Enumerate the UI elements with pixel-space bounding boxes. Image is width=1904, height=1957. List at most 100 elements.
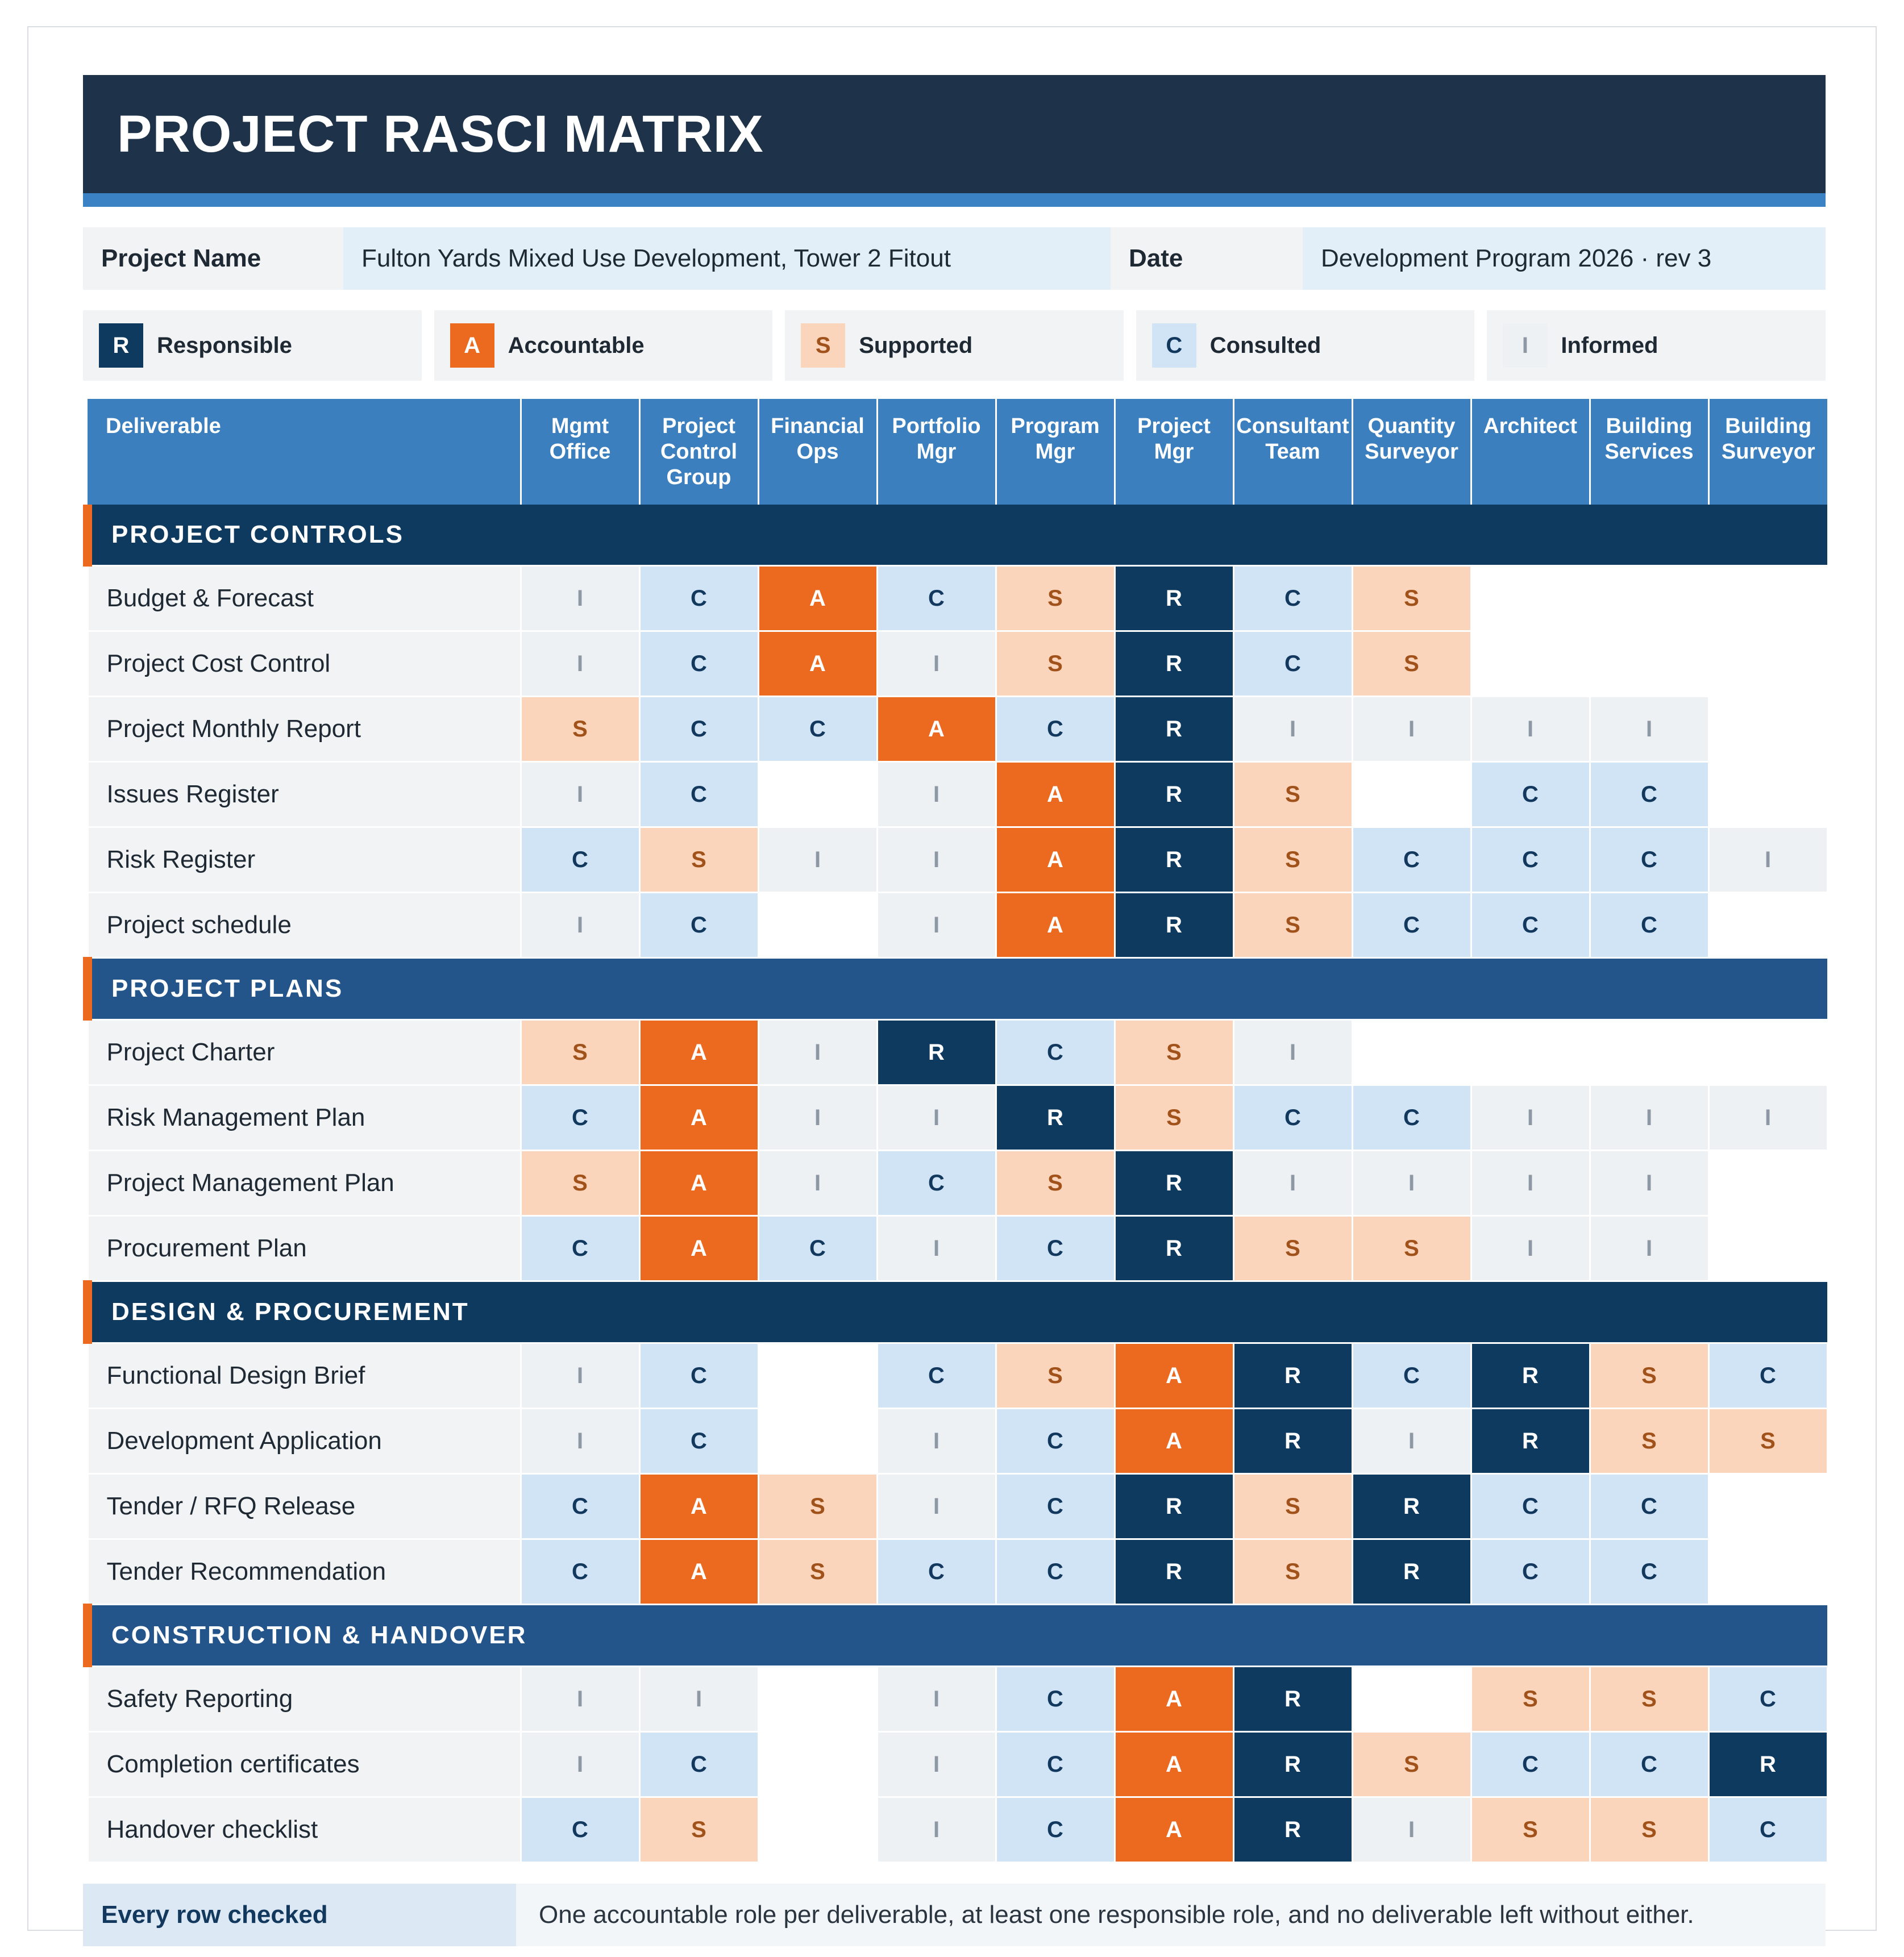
section-title: PROJECT PLANS: [83, 957, 1827, 1020]
rasci-cell: C: [519, 1084, 641, 1151]
rasci-cell: S: [1351, 1215, 1472, 1282]
role-header: Financial Ops: [758, 399, 878, 505]
rasci-cell: I: [1589, 1215, 1710, 1282]
rasci-cell: C: [1470, 826, 1591, 893]
rasci-cell: [1589, 1019, 1710, 1086]
table-row: Risk Register C S I I A R S C C C I: [86, 826, 1828, 893]
rasci-cell: C: [638, 1731, 759, 1798]
rasci-cell: A: [638, 1150, 759, 1217]
table-row: Handover checklist C S I C A R I S S C: [86, 1796, 1828, 1863]
rasci-cell: C: [1589, 761, 1710, 828]
rasci-cell: [1707, 565, 1828, 632]
table-row: Project Cost Control I C A I S R C S: [86, 630, 1828, 697]
rasci-cell: C: [876, 1538, 997, 1605]
rasci-cell: R: [876, 1019, 997, 1086]
rasci-cell: C: [638, 696, 759, 763]
rasci-cell: A: [1113, 1665, 1234, 1733]
table-row: Tender / RFQ Release C A S I C R S R C C: [86, 1473, 1828, 1540]
rasci-cell: I: [876, 1665, 997, 1733]
footer-text: One accountable role per deliverable, at…: [516, 1884, 1826, 1946]
rasci-cell: C: [995, 1538, 1116, 1605]
deliverable-cell: Project Cost Control: [86, 630, 522, 697]
rasci-cell: C: [876, 1150, 997, 1217]
section-title: DESIGN & PROCUREMENT: [83, 1281, 1827, 1343]
title-band: PROJECT RASCI MATRIX: [83, 75, 1826, 207]
rasci-cell: R: [1232, 1342, 1353, 1409]
rasci-cell: R: [1113, 892, 1234, 959]
date-label: Date: [1111, 227, 1303, 290]
deliverable-cell: Development Application: [86, 1408, 522, 1475]
rasci-cell: C: [1351, 1342, 1472, 1409]
rasci-cell: R: [1113, 1473, 1234, 1540]
rasci-cell: C: [638, 1408, 759, 1475]
rasci-cell: S: [1232, 1473, 1353, 1540]
role-header: Consultant Team: [1233, 399, 1353, 505]
page-title: PROJECT RASCI MATRIX: [117, 105, 764, 163]
rasci-cell: C: [1351, 892, 1472, 959]
legend-item-consulted: C Consulted: [1136, 310, 1475, 381]
rasci-cell: I: [519, 1342, 641, 1409]
role-header: Program Mgr: [996, 399, 1116, 505]
rasci-cell: [1707, 696, 1828, 763]
date-value: Development Program 2026 · rev 3: [1303, 227, 1826, 290]
rasci-cell: S: [995, 630, 1116, 697]
rasci-cell: A: [1113, 1408, 1234, 1475]
rasci-cell: C: [995, 1473, 1116, 1540]
rasci-cell: C: [519, 1538, 641, 1605]
legend-item-responsible: R Responsible: [83, 310, 422, 381]
role-header: Portfolio Mgr: [877, 399, 997, 505]
rasci-cell: I: [1589, 696, 1710, 763]
legend-label: Responsible: [157, 332, 292, 358]
section-row: DESIGN & PROCUREMENT: [83, 1281, 1827, 1343]
rasci-cell: R: [1113, 761, 1234, 828]
deliverable-header: Deliverable: [88, 399, 522, 505]
rasci-cell: C: [1232, 1084, 1353, 1151]
rasci-cell: I: [876, 630, 997, 697]
rasci-cell: R: [1351, 1538, 1472, 1605]
rasci-cell: C: [638, 761, 759, 828]
rasci-cell: [1707, 1019, 1828, 1086]
deliverable-cell: Functional Design Brief: [86, 1342, 522, 1409]
rasci-cell: [1470, 630, 1591, 697]
rasci-cell: S: [1113, 1019, 1234, 1086]
rasci-cell: C: [995, 1796, 1116, 1863]
rasci-cell: C: [995, 1215, 1116, 1282]
rasci-cell: A: [638, 1019, 759, 1086]
table-row: Project Charter S A I R C S I: [86, 1019, 1828, 1086]
rasci-cell: C: [1470, 1731, 1591, 1798]
rasci-cell: A: [995, 892, 1116, 959]
rasci-cell: R: [1707, 1731, 1828, 1798]
rasci-cell: [1707, 761, 1828, 828]
rasci-cell: I: [519, 1731, 641, 1798]
rasci-cell: C: [1351, 1084, 1472, 1151]
rasci-cell: A: [638, 1538, 759, 1605]
rasci-cell: I: [876, 1796, 997, 1863]
rasci-cell: S: [1351, 1731, 1472, 1798]
rasci-cell: S: [1232, 761, 1353, 828]
deliverable-cell: Project Management Plan: [86, 1150, 522, 1217]
rasci-cell: I: [757, 826, 878, 893]
rasci-cell: R: [1232, 1796, 1353, 1863]
table-header-row: Deliverable Mgmt Office Project Control G…: [88, 399, 1827, 505]
rasci-cell: C: [1589, 826, 1710, 893]
rasci-cell: [1351, 761, 1472, 828]
rasci-cell: I: [1589, 1084, 1710, 1151]
legend: R Responsible A Accountable S Supported C Consu…: [83, 310, 1826, 381]
rasci-cell: [757, 1408, 878, 1475]
rasci-cell: S: [1589, 1665, 1710, 1733]
table-row: Budget & Forecast I C A C S R C S: [86, 565, 1828, 632]
deliverable-cell: Handover checklist: [86, 1796, 522, 1863]
rasci-cell: S: [1351, 630, 1472, 697]
rasci-cell: S: [1232, 1215, 1353, 1282]
rasci-cell: [1470, 565, 1591, 632]
rasci-cell: I: [638, 1665, 759, 1733]
rasci-cell: I: [876, 892, 997, 959]
rasci-cell: I: [757, 1084, 878, 1151]
rasci-cell: C: [638, 630, 759, 697]
rasci-cell: S: [757, 1538, 878, 1605]
project-name-value: Fulton Yards Mixed Use Development, Towe…: [343, 227, 1111, 290]
rasci-cell: [757, 892, 878, 959]
rasci-cell: C: [638, 1342, 759, 1409]
rasci-cell: I: [519, 630, 641, 697]
rasci-cell: C: [1707, 1342, 1828, 1409]
